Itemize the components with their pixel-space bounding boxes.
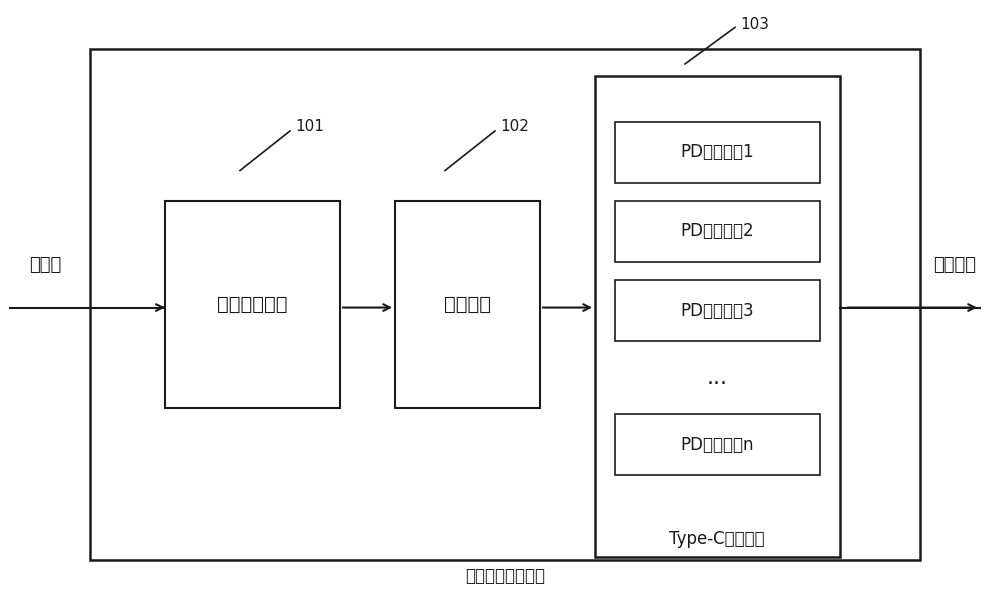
Text: 降压模块: 降压模块 xyxy=(444,295,491,314)
Text: Type-C集成模块: Type-C集成模块 xyxy=(669,530,765,548)
Bar xyxy=(615,201,820,262)
Bar xyxy=(615,280,820,341)
Text: PD控制模块3: PD控制模块3 xyxy=(681,301,754,320)
Bar xyxy=(615,122,820,183)
Text: 101: 101 xyxy=(295,119,324,134)
Text: ...: ... xyxy=(707,368,728,387)
Text: PD控制模块2: PD控制模块2 xyxy=(681,222,754,241)
Text: 102: 102 xyxy=(500,119,529,134)
Bar xyxy=(595,76,840,557)
Text: PD控制模块n: PD控制模块n xyxy=(681,435,754,454)
Text: 交流电: 交流电 xyxy=(29,256,61,274)
Bar xyxy=(165,201,340,408)
Bar xyxy=(615,414,820,475)
Text: 103: 103 xyxy=(740,17,769,32)
Text: 电力输出: 电力输出 xyxy=(934,256,976,274)
Text: 整流稳压模块: 整流稳压模块 xyxy=(217,295,288,314)
Bar xyxy=(90,49,920,560)
Text: PD控制模块1: PD控制模块1 xyxy=(681,143,754,161)
Bar xyxy=(395,201,540,408)
Text: 集成化电源适配器: 集成化电源适配器 xyxy=(465,566,545,585)
